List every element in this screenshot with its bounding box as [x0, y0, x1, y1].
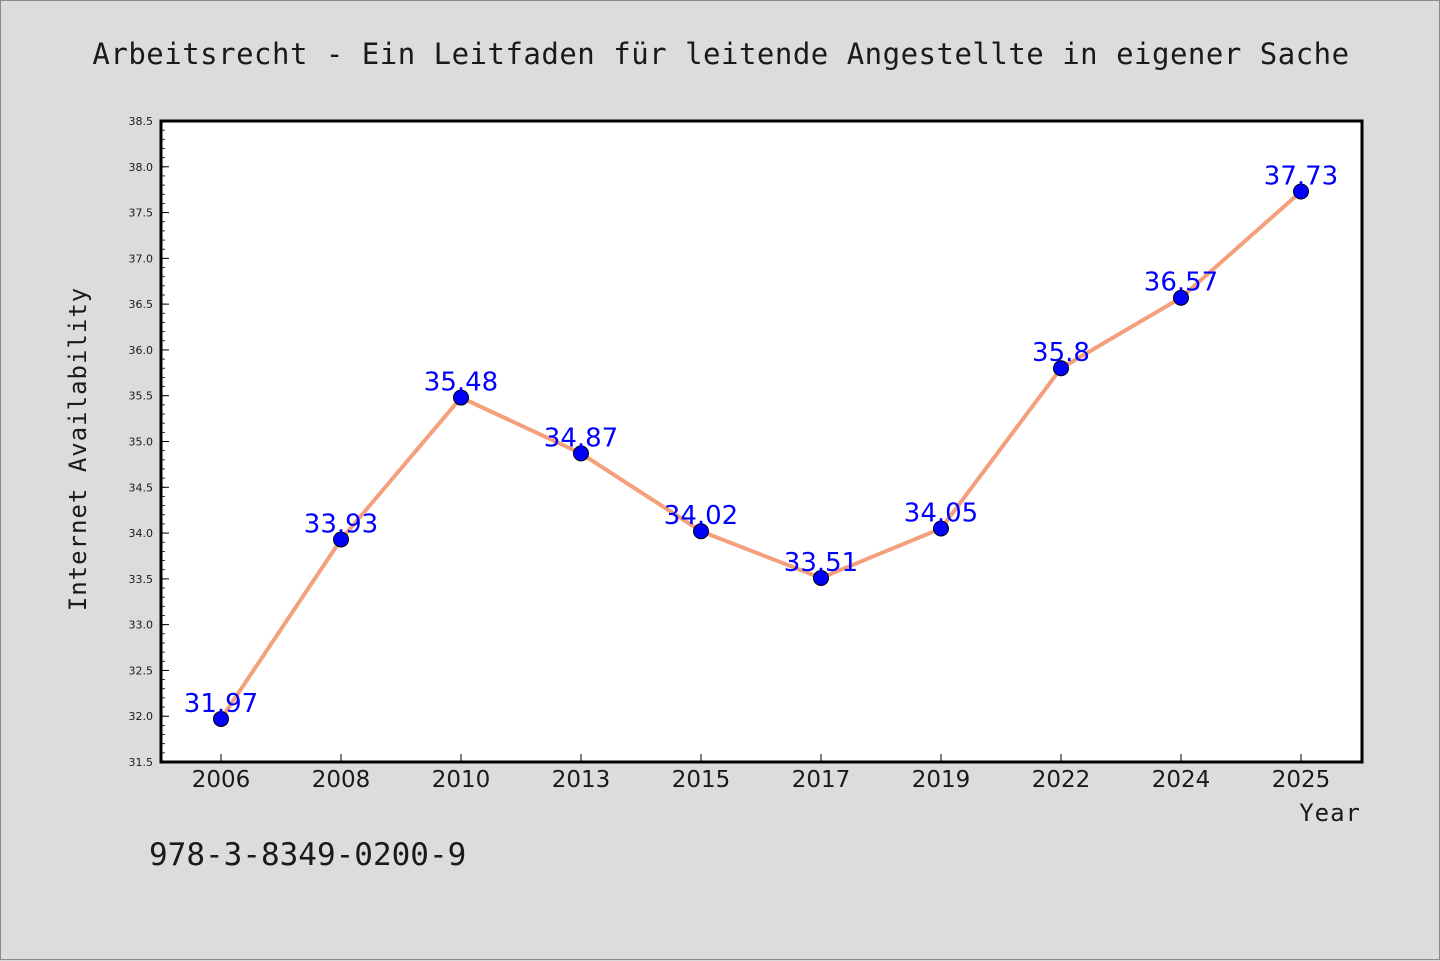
y-tick-label: 35.5: [129, 390, 154, 403]
series-line: [219, 189, 1303, 721]
data-point: [933, 520, 949, 537]
x-axis: 2006 2008 2010 2013 2015 2017 2019 2022 2024 2025: [192, 754, 1331, 793]
data-label: 34.05: [904, 498, 978, 528]
data-point: [1173, 289, 1189, 306]
data-label: 34.87: [544, 423, 618, 453]
y-tick-label: 38.5: [129, 115, 154, 128]
y-tick-label: 32.0: [129, 710, 154, 723]
chart-title: Arbeitsrecht - Ein Leitfaden für leitend…: [92, 37, 1349, 71]
data-label: 36.57: [1144, 268, 1218, 298]
x-tick-label: 2015: [672, 767, 731, 793]
data-point: [1293, 183, 1309, 200]
data-label: 33.51: [784, 548, 858, 578]
x-axis-label: Year: [1299, 799, 1361, 827]
x-tick-label: 2022: [1032, 767, 1091, 793]
y-tick-label: 38.0: [129, 161, 154, 174]
data-label: 35.8: [1032, 338, 1090, 368]
data-point: [573, 445, 589, 462]
x-tick-label: 2013: [552, 767, 611, 793]
x-tick-label: 2008: [312, 767, 371, 793]
x-tick-label: 2006: [192, 767, 251, 793]
isbn-text: 978-3-8349-0200-9: [149, 837, 466, 873]
y-tick-label: 33.5: [129, 573, 154, 586]
x-tick-label: 2025: [1272, 767, 1331, 793]
data-label: 33.93: [304, 509, 378, 539]
data-label: 37.73: [1264, 162, 1338, 192]
y-tick-label: 35.0: [129, 436, 154, 449]
plot-area: [159, 119, 1364, 764]
y-tick-label: 31.5: [129, 756, 154, 769]
data-label: 35.48: [424, 368, 498, 398]
data-point: [1053, 360, 1069, 377]
data-labels-group: 31.97 33.93 35.48 34.87 34.02 33.51 34.05 35.8 3…: [184, 162, 1338, 719]
data-point: [453, 389, 469, 406]
y-axis-label: Internet Availability: [64, 287, 92, 611]
y-tick-label: 32.5: [129, 664, 154, 677]
data-point: [213, 710, 229, 727]
x-tick-label: 2017: [792, 767, 851, 793]
y-tick-label: 36.5: [129, 298, 154, 311]
y-tick-label: 37.0: [129, 252, 154, 265]
y-tick-label: 34.5: [129, 481, 154, 494]
y-axis: 31.5 32.0 32.5 33.0 33.5 34.0 34.5 35.0 35.5 36.0…: [129, 115, 169, 769]
y-tick-label: 37.5: [129, 207, 154, 220]
data-point: [333, 531, 349, 548]
data-label: 34.02: [664, 501, 738, 531]
x-tick-label: 2010: [432, 767, 491, 793]
data-point: [693, 523, 709, 540]
series-line-group: [219, 189, 1303, 721]
x-tick-label: 2024: [1152, 767, 1211, 793]
y-tick-label: 36.0: [129, 344, 154, 357]
data-point: [813, 569, 829, 586]
y-tick-label: 34.0: [129, 527, 154, 540]
markers-group: [213, 183, 1309, 727]
y-tick-label: 33.0: [129, 619, 154, 632]
data-label: 31.97: [184, 689, 258, 719]
x-tick-label: 2019: [912, 767, 971, 793]
